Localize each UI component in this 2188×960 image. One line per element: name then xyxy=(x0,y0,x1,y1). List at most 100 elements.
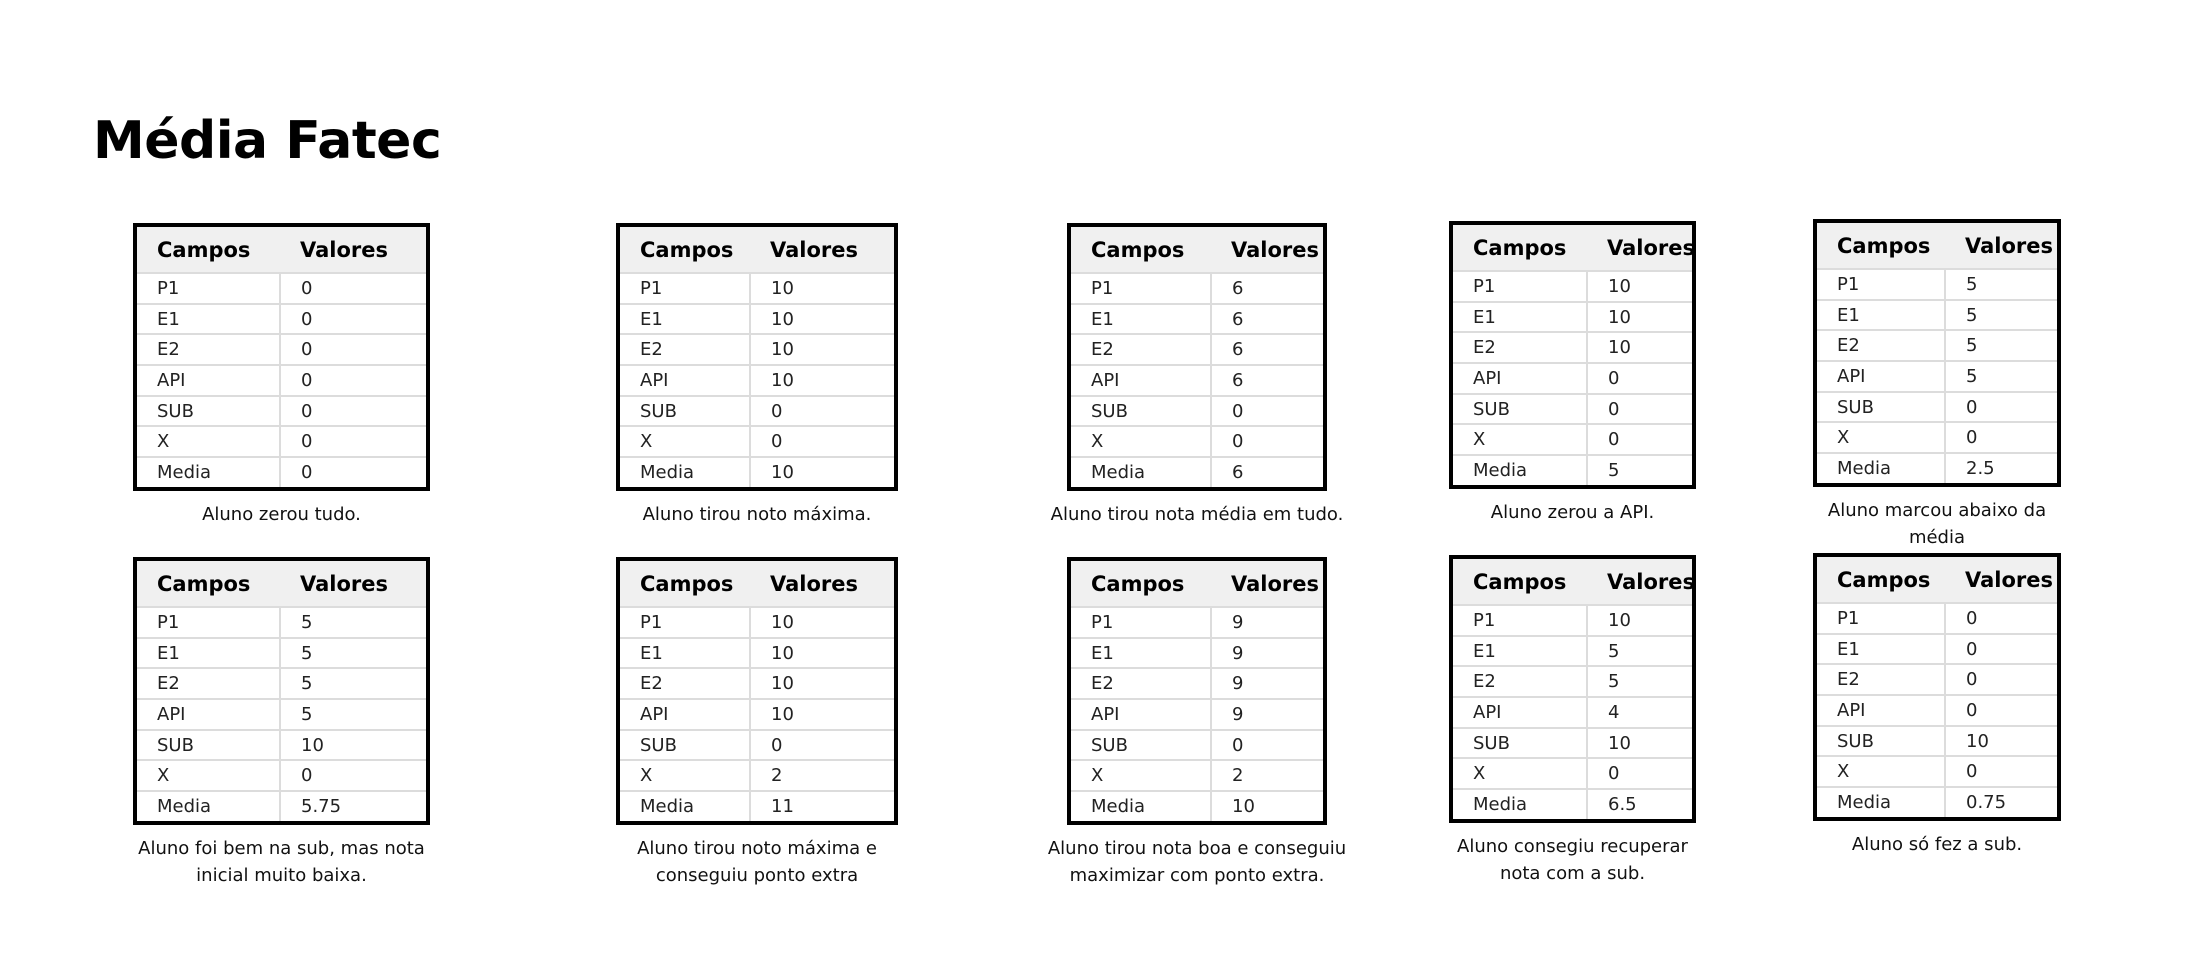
field-value: 5 xyxy=(1587,665,1692,698)
table-row: X 0 xyxy=(1453,757,1692,790)
table-header-row: Campos Valores xyxy=(137,227,426,273)
table-row: E2 6 xyxy=(1071,333,1323,366)
grades-table: Campos Valores P1 10 E1 10 E2 10 API 10 … xyxy=(616,223,898,491)
table-row: E1 5 xyxy=(1817,298,2057,331)
field-name: Media xyxy=(137,456,281,487)
field-name: E2 xyxy=(620,667,751,700)
field-value: 0 xyxy=(280,759,426,792)
column-header-valores: Valores xyxy=(1211,561,1323,607)
table-row: API 6 xyxy=(1071,364,1323,396)
table-row: P1 10 xyxy=(620,272,894,304)
field-name: Media xyxy=(620,790,751,821)
field-value: 0 xyxy=(1587,362,1692,394)
column-header-valores: Valores xyxy=(750,561,894,607)
field-name: API xyxy=(620,698,751,730)
column-header-campos: Campos xyxy=(1071,561,1211,607)
table-row: SUB 0 xyxy=(137,394,426,427)
table-header-row: Campos Valores xyxy=(620,561,894,607)
field-name: P1 xyxy=(1453,270,1588,302)
field-name: E1 xyxy=(620,636,751,669)
field-name: P1 xyxy=(1453,604,1588,636)
column-header-valores: Valores xyxy=(1587,559,1695,605)
field-name: SUB xyxy=(620,394,751,427)
field-name: X xyxy=(620,759,751,792)
field-name: API xyxy=(1071,698,1212,730)
field-name: API xyxy=(1817,694,1946,726)
table-row: Media 0 xyxy=(137,456,426,487)
grades-table: Campos Valores P1 10 E1 5 E2 5 API 4 SUB… xyxy=(1449,555,1696,823)
field-value: 10 xyxy=(1587,331,1692,364)
field-value: 0 xyxy=(1945,694,2057,726)
field-value: 10 xyxy=(750,698,894,730)
table-caption: Aluno tirou nota boa e conseguiu maximiz… xyxy=(1047,837,1347,886)
table-caption: Aluno foi bem na sub, mas nota inicial m… xyxy=(138,837,425,886)
table-row: SUB 0 xyxy=(1817,390,2057,423)
table-row: SUB 0 xyxy=(1453,392,1692,425)
column-header-campos: Campos xyxy=(137,561,280,607)
table-caption: Aluno consegiu recuperar nota com a sub. xyxy=(1457,835,1688,884)
field-name: X xyxy=(620,425,751,458)
column-header-valores: Valores xyxy=(1211,227,1323,273)
table-header-row: Campos Valores xyxy=(1453,559,1695,605)
table-row: X 0 xyxy=(1071,425,1323,458)
grade-card: Campos Valores P1 10 E1 10 E2 10 API 0 S… xyxy=(1449,221,1696,526)
grade-card: Campos Valores P1 0 E1 0 E2 0 API 0 SUB … xyxy=(1813,553,2061,858)
field-value: 10 xyxy=(750,606,894,638)
grade-card: Campos Valores P1 5 E1 5 E2 5 API 5 SUB … xyxy=(1813,219,2061,551)
table-row: P1 0 xyxy=(137,272,426,304)
table-row: E1 10 xyxy=(620,302,894,335)
table-caption: Aluno tirou noto máxima. xyxy=(642,503,872,525)
table-row: E1 5 xyxy=(1453,634,1692,667)
table-row: E1 9 xyxy=(1071,636,1323,669)
field-name: P1 xyxy=(1817,268,1946,300)
field-value: 10 xyxy=(1211,790,1323,821)
field-value: 0 xyxy=(1211,728,1323,761)
field-value: 10 xyxy=(1587,270,1692,302)
table-row: P1 10 xyxy=(1453,270,1692,302)
field-value: 10 xyxy=(1587,300,1692,333)
field-name: P1 xyxy=(620,272,751,304)
table-row: P1 5 xyxy=(137,606,426,638)
table-row: Media 6.5 xyxy=(1453,788,1692,819)
table-header-row: Campos Valores xyxy=(1071,227,1323,273)
table-row: SUB 10 xyxy=(1817,724,2057,757)
grades-table: Campos Valores P1 6 E1 6 E2 6 API 6 SUB … xyxy=(1067,223,1327,491)
field-name: API xyxy=(1817,360,1946,392)
field-value: 10 xyxy=(750,456,894,487)
column-header-campos: Campos xyxy=(1817,557,1945,603)
table-row: SUB 0 xyxy=(1071,394,1323,427)
field-value: 10 xyxy=(750,302,894,335)
field-name: P1 xyxy=(137,272,281,304)
field-name: E2 xyxy=(1453,665,1588,698)
field-value: 2 xyxy=(1211,759,1323,792)
field-value: 0 xyxy=(1211,394,1323,427)
field-value: 10 xyxy=(1587,726,1692,759)
field-name: E1 xyxy=(620,302,751,335)
field-name: E2 xyxy=(1453,331,1588,364)
field-name: X xyxy=(1817,421,1946,454)
table-row: Media 5.75 xyxy=(137,790,426,821)
table-row: E1 0 xyxy=(137,302,426,335)
field-value: 10 xyxy=(750,272,894,304)
field-name: Media xyxy=(1071,456,1212,487)
field-name: API xyxy=(137,698,281,730)
field-value: 6 xyxy=(1211,333,1323,366)
field-name: SUB xyxy=(1071,728,1212,761)
table-row: E1 10 xyxy=(1453,300,1692,333)
field-name: X xyxy=(1071,425,1212,458)
column-header-campos: Campos xyxy=(1453,559,1587,605)
field-name: E2 xyxy=(1071,667,1212,700)
table-row: E1 10 xyxy=(620,636,894,669)
field-name: Media xyxy=(620,456,751,487)
table-caption: Aluno marcou abaixo da média xyxy=(1827,499,2047,548)
field-value: 0 xyxy=(280,333,426,366)
field-value: 0 xyxy=(750,394,894,427)
field-value: 0 xyxy=(280,425,426,458)
field-name: Media xyxy=(1071,790,1212,821)
field-value: 10 xyxy=(1587,604,1692,636)
table-caption: Aluno só fez a sub. xyxy=(1851,833,2023,855)
table-header-row: Campos Valores xyxy=(137,561,426,607)
table-row: P1 10 xyxy=(620,606,894,638)
field-value: 10 xyxy=(1945,724,2057,757)
field-value: 0 xyxy=(750,425,894,458)
